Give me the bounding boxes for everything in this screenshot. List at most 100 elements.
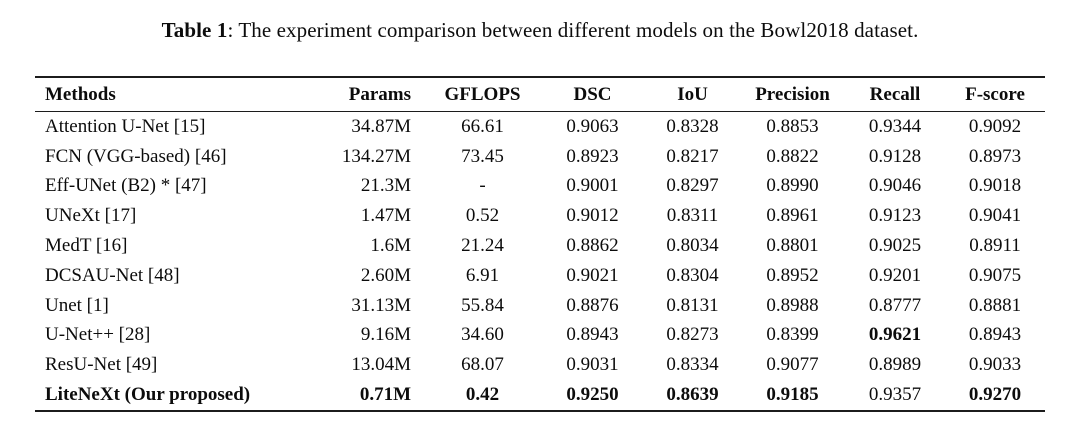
value-cell: - bbox=[479, 175, 486, 197]
value-cell: 0.52 bbox=[465, 205, 500, 227]
method-cell: Unet [1] bbox=[45, 294, 109, 316]
value-cell: 0.8273 bbox=[666, 324, 719, 346]
value-cell: 0.9041 bbox=[968, 205, 1022, 227]
table-row: Attention U-Net [15] 34.87M 66.61 0.9063 0.8… bbox=[35, 112, 1045, 142]
column-header-gflops: GFLOPS bbox=[425, 77, 540, 112]
results-table-container: Methods Params GFLOPS DSC IoU Precision Recall… bbox=[35, 76, 1045, 412]
value-cell: 0.9250 bbox=[566, 384, 619, 406]
value-cell: 0.8989 bbox=[868, 354, 922, 376]
value-cell: 34.60 bbox=[461, 324, 504, 346]
value-cell: 0.9031 bbox=[566, 354, 619, 376]
value-cell: 0.42 bbox=[465, 384, 500, 406]
value-cell: 0.8990 bbox=[766, 175, 819, 197]
value-cell: 0.8131 bbox=[666, 294, 719, 316]
value-cell: 9.16M bbox=[360, 324, 411, 346]
value-cell: 0.9201 bbox=[868, 264, 922, 286]
table-row: Unet [1] 31.13M 55.84 0.8876 0.8131 0.8988 0.8… bbox=[35, 291, 1045, 321]
value-cell: 55.84 bbox=[461, 294, 504, 316]
value-cell: 0.8311 bbox=[666, 205, 719, 227]
table-caption: Table 1: The experiment comparison betwe… bbox=[0, 15, 1080, 45]
value-cell: 0.8943 bbox=[968, 324, 1022, 346]
method-cell: U-Net++ [28] bbox=[45, 324, 151, 346]
value-cell: 21.24 bbox=[461, 235, 504, 257]
value-cell: 0.9077 bbox=[766, 354, 819, 376]
table-caption-label: Table 1 bbox=[161, 18, 228, 42]
value-cell: 73.45 bbox=[461, 145, 504, 167]
value-cell: 0.9344 bbox=[868, 115, 922, 137]
value-cell: 31.13M bbox=[351, 294, 411, 316]
method-cell: Eff-UNet (B2) * [47] bbox=[45, 175, 207, 197]
column-header-f-score: F-score bbox=[945, 77, 1045, 112]
value-cell: 1.47M bbox=[360, 205, 411, 227]
value-cell: 0.9063 bbox=[566, 115, 619, 137]
value-cell: 0.8923 bbox=[566, 145, 619, 167]
value-cell: 0.8943 bbox=[566, 324, 619, 346]
method-cell: ResU-Net [49] bbox=[45, 354, 158, 376]
value-cell: 0.9270 bbox=[968, 384, 1022, 406]
value-cell: 0.9621 bbox=[868, 324, 922, 346]
table-row: FCN (VGG-based) [46] 134.27M 73.45 0.8923 0.… bbox=[35, 142, 1045, 172]
table-row: MedT [16] 1.6M 21.24 0.8862 0.8034 0.8801 0.90… bbox=[35, 231, 1045, 261]
column-header-params: Params bbox=[300, 77, 425, 112]
table-caption-text: : The experiment comparison between diff… bbox=[227, 18, 919, 42]
value-cell: 0.9021 bbox=[566, 264, 619, 286]
value-cell: 21.3M bbox=[360, 175, 411, 197]
value-cell: 0.8034 bbox=[666, 235, 719, 257]
method-cell: FCN (VGG-based) [46] bbox=[45, 145, 227, 167]
value-cell: 0.9075 bbox=[968, 264, 1022, 286]
table-row: Eff-UNet (B2) * [47] 21.3M - 0.9001 0.8297 0.… bbox=[35, 172, 1045, 202]
value-cell: 34.87M bbox=[351, 115, 411, 137]
value-cell: 0.8876 bbox=[566, 294, 619, 316]
value-cell: 0.9025 bbox=[868, 235, 922, 257]
value-cell: 0.8639 bbox=[666, 384, 719, 406]
value-cell: 0.8862 bbox=[566, 235, 619, 257]
value-cell: 0.8961 bbox=[766, 205, 819, 227]
table-row: U-Net++ [28] 9.16M 34.60 0.8943 0.8273 0.8399… bbox=[35, 321, 1045, 351]
value-cell: 0.9092 bbox=[968, 115, 1022, 137]
value-cell: 0.71M bbox=[359, 384, 411, 406]
method-cell: LiteNeXt (Our proposed) bbox=[45, 384, 251, 406]
table-row: ResU-Net [49] 13.04M 68.07 0.9031 0.8334 0.90… bbox=[35, 350, 1045, 380]
value-cell: 0.8822 bbox=[766, 145, 819, 167]
value-cell: 0.9018 bbox=[968, 175, 1022, 197]
value-cell: 0.9046 bbox=[868, 175, 922, 197]
value-cell: 0.8399 bbox=[766, 324, 819, 346]
method-cell: MedT [16] bbox=[45, 235, 128, 257]
value-cell: 0.9012 bbox=[566, 205, 619, 227]
value-cell: 0.9185 bbox=[766, 384, 819, 406]
value-cell: 2.60M bbox=[360, 264, 411, 286]
value-cell: 0.8853 bbox=[766, 115, 819, 137]
value-cell: 0.8881 bbox=[968, 294, 1022, 316]
value-cell: 1.6M bbox=[370, 235, 411, 257]
method-cell: DCSAU-Net [48] bbox=[45, 264, 180, 286]
column-header-methods: Methods bbox=[35, 77, 300, 112]
value-cell: 0.9123 bbox=[868, 205, 922, 227]
results-table: Methods Params GFLOPS DSC IoU Precision Recall… bbox=[35, 76, 1045, 412]
value-cell: 68.07 bbox=[461, 354, 504, 376]
value-cell: 134.27M bbox=[341, 145, 411, 167]
value-cell: 0.8952 bbox=[766, 264, 819, 286]
table-header-row: Methods Params GFLOPS DSC IoU Precision Recall… bbox=[35, 77, 1045, 112]
column-header-precision: Precision bbox=[740, 77, 845, 112]
value-cell: 0.8334 bbox=[666, 354, 719, 376]
value-cell: 0.8801 bbox=[766, 235, 819, 257]
value-cell: 0.8297 bbox=[666, 175, 719, 197]
value-cell: 0.9033 bbox=[968, 354, 1022, 376]
table-body: Attention U-Net [15] 34.87M 66.61 0.9063 0.8… bbox=[35, 112, 1045, 411]
value-cell: 0.9357 bbox=[868, 384, 922, 406]
value-cell: 66.61 bbox=[461, 115, 504, 137]
column-header-dsc: DSC bbox=[540, 77, 645, 112]
method-cell: Attention U-Net [15] bbox=[45, 115, 206, 137]
value-cell: 0.8973 bbox=[968, 145, 1022, 167]
value-cell: 0.8328 bbox=[666, 115, 719, 137]
table-row: DCSAU-Net [48] 2.60M 6.91 0.9021 0.8304 0.895… bbox=[35, 261, 1045, 291]
value-cell: 13.04M bbox=[351, 354, 411, 376]
table-row: UNeXt [17] 1.47M 0.52 0.9012 0.8311 0.8961 0.9… bbox=[35, 201, 1045, 231]
value-cell: 0.8217 bbox=[666, 145, 719, 167]
value-cell: 0.8988 bbox=[766, 294, 819, 316]
column-header-recall: Recall bbox=[845, 77, 945, 112]
value-cell: 0.8304 bbox=[666, 264, 719, 286]
column-header-iou: IoU bbox=[645, 77, 740, 112]
method-cell: UNeXt [17] bbox=[45, 205, 137, 227]
table-row: LiteNeXt (Our proposed) 0.71M 0.42 0.9250 0.… bbox=[35, 380, 1045, 411]
